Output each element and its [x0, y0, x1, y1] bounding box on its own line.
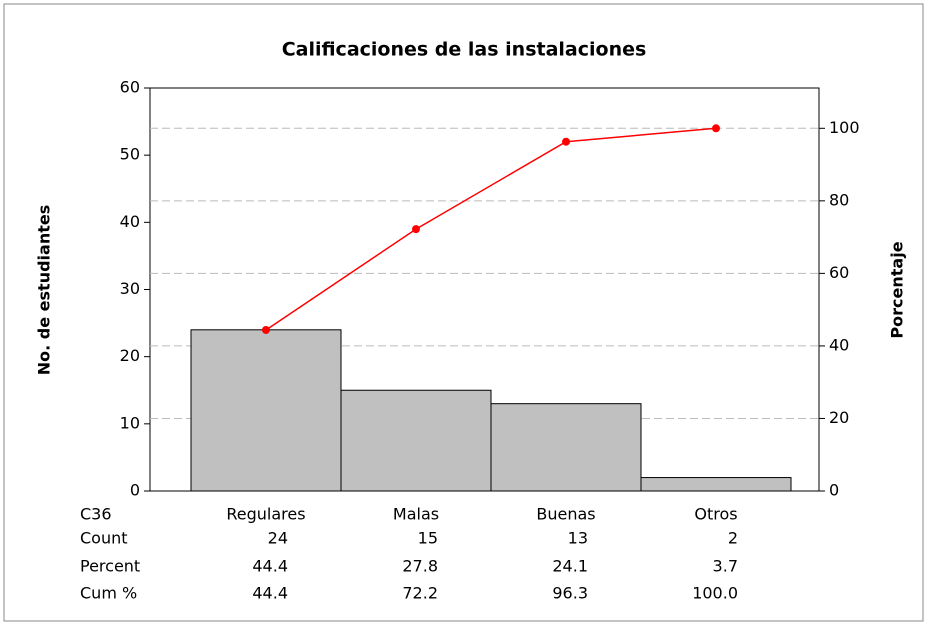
cum-cell: 72.2 [402, 584, 438, 603]
cum-point [562, 137, 570, 146]
count-cell: 2 [728, 529, 738, 548]
x-tick-label: Otros [694, 505, 737, 524]
y2-tick-label: 80 [829, 190, 849, 209]
y-tick-label: 30 [120, 279, 140, 298]
cum-cell: 44.4 [252, 584, 288, 603]
percent-cell: 27.8 [402, 557, 438, 576]
bar [490, 403, 642, 492]
percent-cell: 44.4 [252, 557, 288, 576]
row-label: C36 [80, 505, 112, 524]
y2-tick-label: 20 [829, 408, 849, 427]
y2-tick-label: 0 [829, 481, 839, 500]
count-cell: 13 [568, 529, 588, 548]
x-tick-label: Buenas [536, 505, 595, 524]
y-tick-label: 10 [120, 413, 140, 432]
y-tick-label: 0 [130, 481, 140, 500]
bar [340, 389, 492, 492]
bar [640, 477, 792, 492]
cum-cell: 96.3 [552, 584, 588, 603]
percent-cell: 24.1 [552, 557, 588, 576]
bar [190, 329, 342, 492]
y-tick-label: 20 [120, 346, 140, 365]
y2-tick-label: 60 [829, 263, 849, 282]
y2-axis-label: Porcentaje [888, 241, 907, 338]
y2-tick-label: 100 [829, 118, 860, 137]
row-label: Cum % [80, 584, 137, 603]
y-tick-label: 50 [120, 145, 140, 164]
cum-line [265, 127, 717, 331]
percent-cell: 3.7 [713, 557, 738, 576]
row-label: Count [80, 529, 128, 548]
count-cell: 24 [268, 529, 288, 548]
x-tick-label: Regulares [226, 505, 305, 524]
y2-tick-label: 40 [829, 335, 849, 354]
count-cell: 15 [418, 529, 438, 548]
x-tick-label: Malas [393, 505, 439, 524]
y-tick-label: 40 [120, 212, 140, 231]
y-tick-label: 60 [120, 78, 140, 97]
cum-point [712, 124, 720, 133]
cum-cell: 100.0 [692, 584, 738, 603]
chart-title: Calificaciones de las instalaciones [282, 39, 647, 61]
cum-point [412, 225, 420, 234]
cum-point [262, 325, 270, 334]
row-label: Percent [80, 557, 140, 576]
y-axis-label: No. de estudiantes [35, 205, 54, 375]
